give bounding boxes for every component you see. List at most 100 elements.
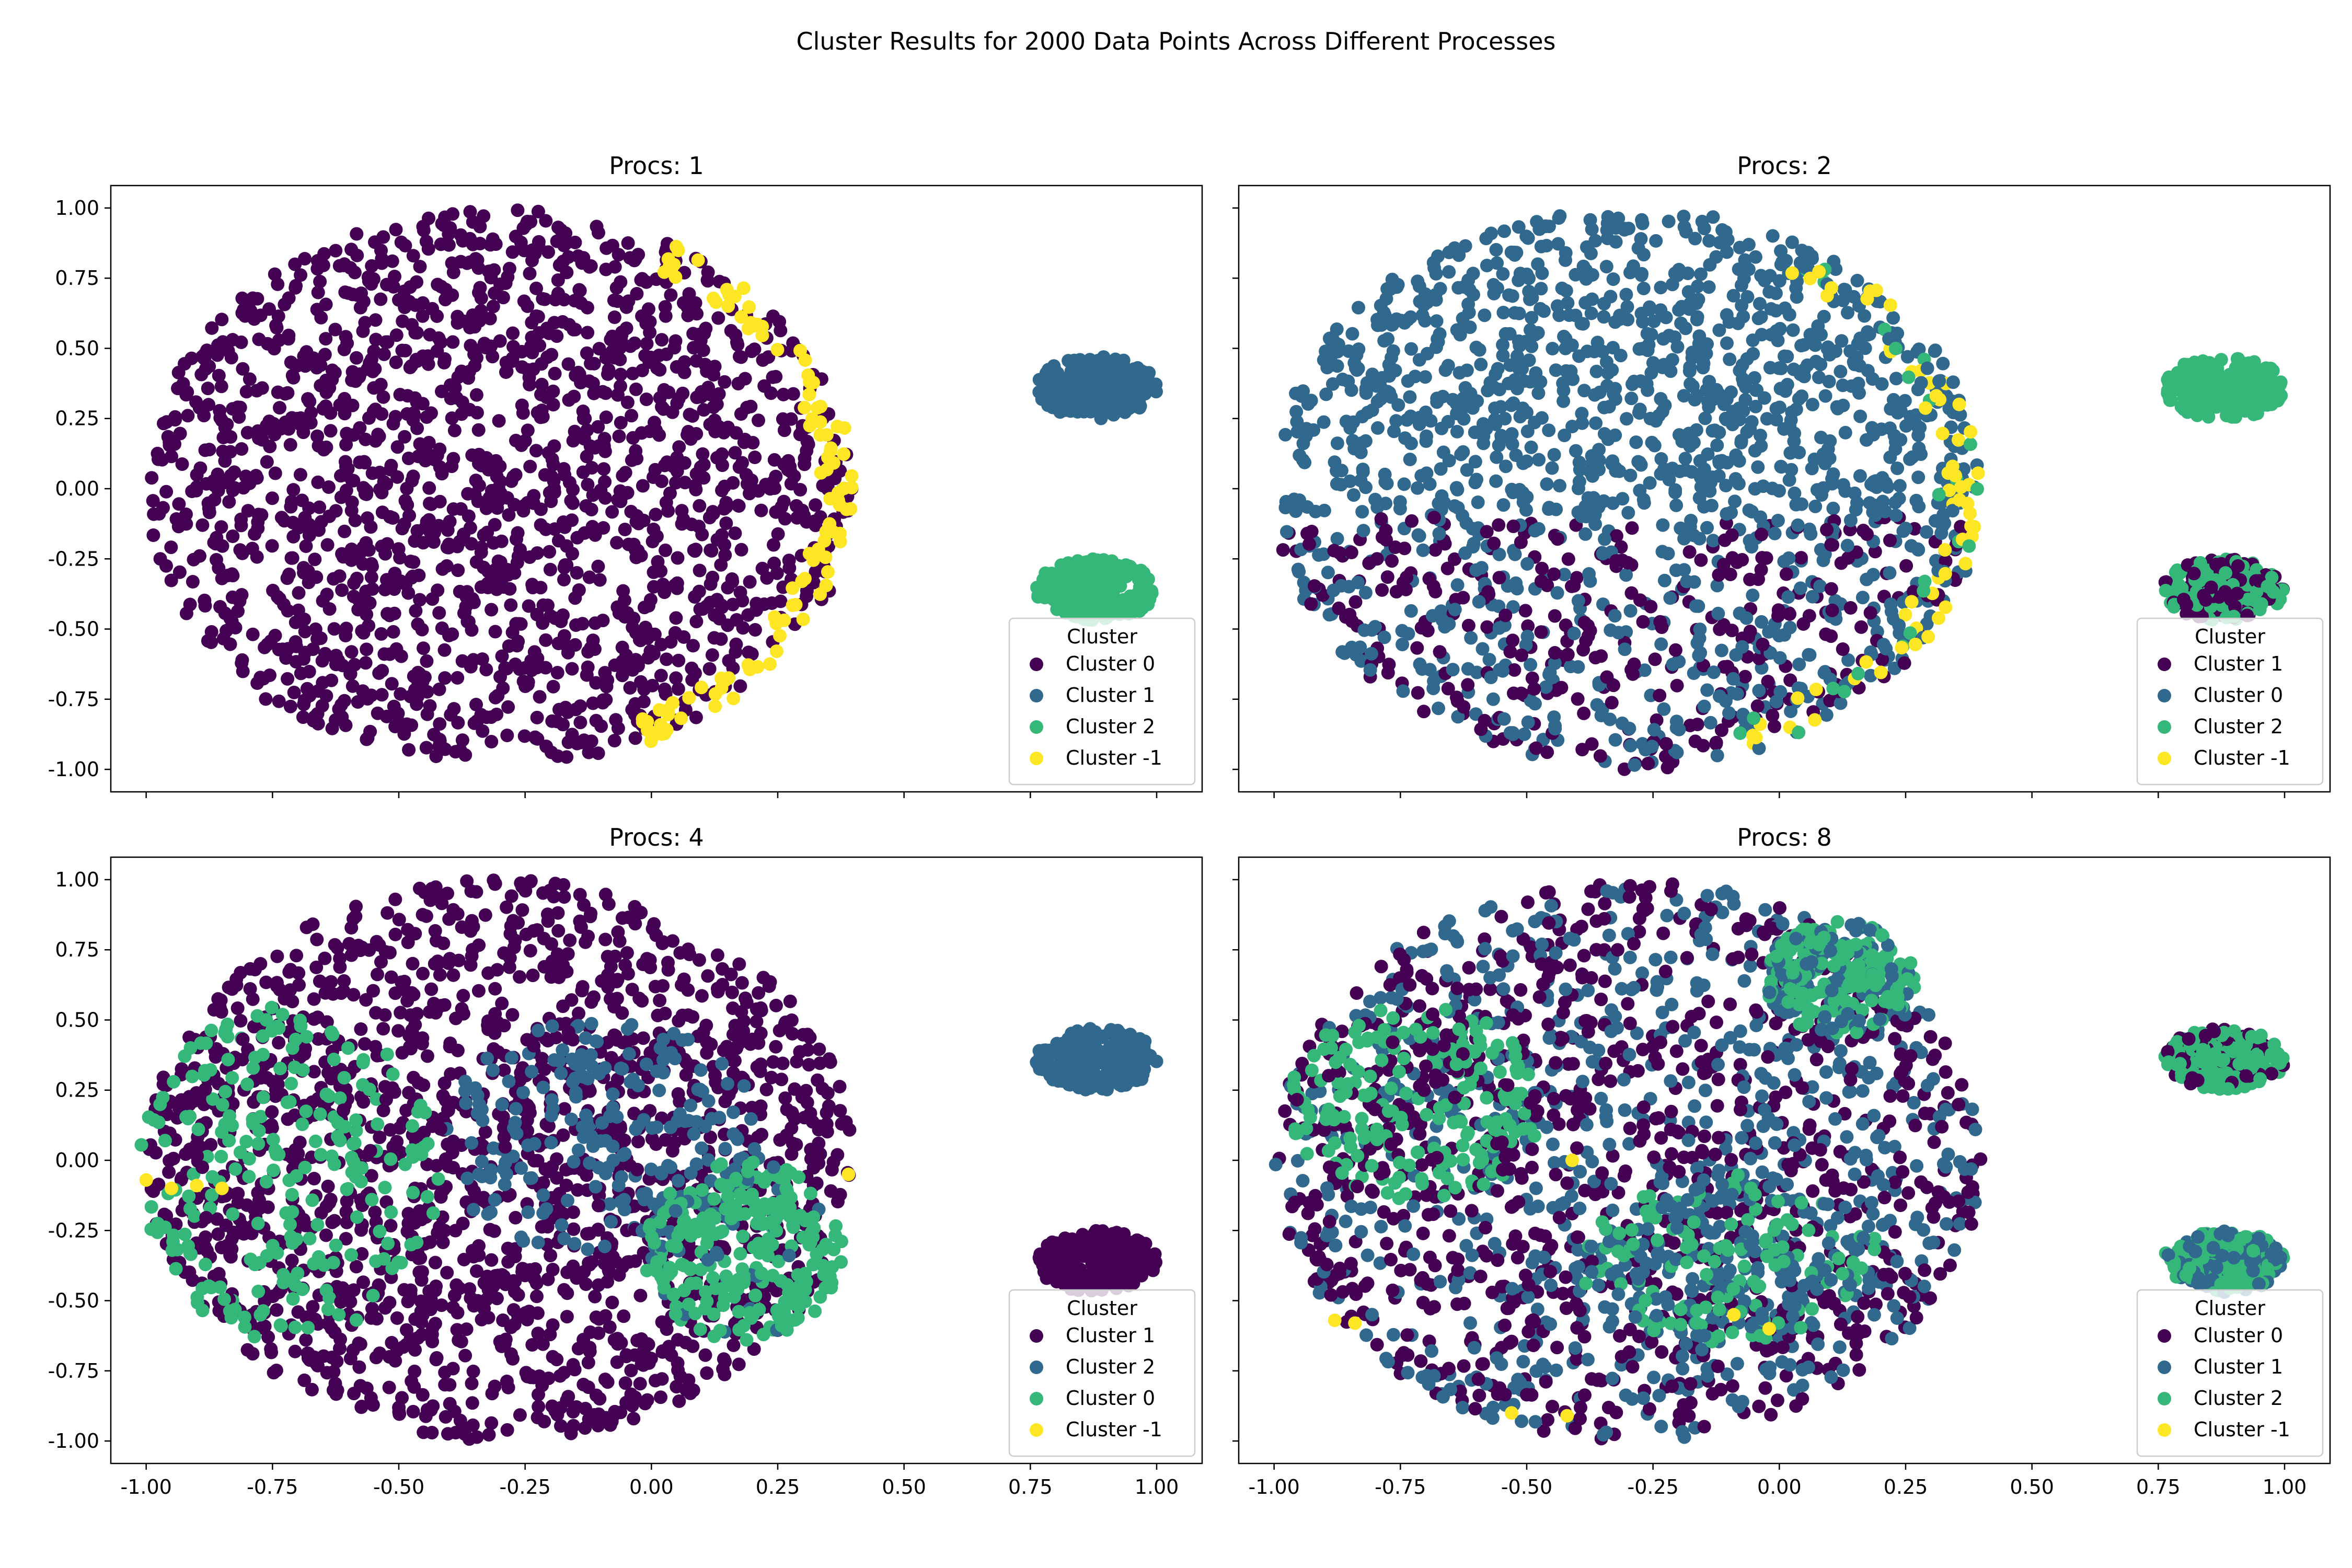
scatter-point [531, 651, 545, 665]
scatter-point [1345, 327, 1359, 341]
scatter-point [1449, 593, 1463, 607]
scatter-point [1742, 630, 1756, 644]
scatter-point [541, 1119, 556, 1133]
scatter-point [180, 385, 194, 399]
scatter-point [417, 641, 430, 655]
scatter-point [1796, 617, 1811, 631]
scatter-point [1735, 640, 1749, 654]
scatter-point [172, 565, 187, 579]
scatter-point [1479, 232, 1493, 246]
scatter-point [674, 711, 688, 725]
scatter-point [1411, 686, 1425, 700]
scatter-point [1413, 410, 1427, 424]
scatter-point [325, 371, 339, 385]
legend-entry: Cluster -1 [1066, 746, 1162, 769]
scatter-point [557, 573, 571, 586]
scatter-point [446, 266, 460, 280]
scatter-point [1338, 646, 1352, 660]
scatter-point [1575, 407, 1589, 421]
scatter-point [367, 381, 381, 395]
scatter-point [1662, 214, 1676, 228]
scatter-point [1474, 358, 1488, 372]
scatter-point [266, 583, 280, 597]
scatter-point [1576, 643, 1590, 657]
scatter-point [1661, 760, 1675, 775]
scatter-point [1368, 492, 1382, 506]
y-tick-label: -0.50 [48, 618, 99, 641]
scatter-point [1448, 499, 1462, 513]
scatter-point [546, 457, 560, 471]
scatter-point [1496, 338, 1510, 352]
scatter-point [1626, 667, 1640, 681]
legend-entry: Cluster 0 [1066, 652, 1155, 675]
scatter-point [435, 562, 449, 576]
scatter-point [523, 267, 537, 281]
scatter-point [1971, 466, 1985, 480]
scatter-point [471, 494, 485, 508]
scatter-point [1935, 519, 1950, 533]
scatter-point [1710, 579, 1724, 593]
scatter-point [1559, 618, 1573, 632]
scatter-point [1688, 734, 1702, 748]
scatter-point [735, 594, 750, 608]
scatter-point [392, 913, 406, 927]
scatter-point [773, 629, 787, 643]
scatter-point [796, 613, 810, 626]
scatter-point [304, 416, 318, 430]
scatter-point [689, 543, 703, 557]
scatter-point [337, 974, 351, 988]
scatter-point [425, 1426, 439, 1439]
scatter-point [741, 321, 755, 336]
scatter-point [2263, 581, 2277, 594]
scatter-point [629, 382, 643, 396]
scatter-point [1746, 333, 1760, 347]
scatter-point [1764, 302, 1778, 316]
scatter-point [1572, 455, 1586, 469]
scatter-point [736, 281, 751, 295]
scatter-point [1478, 713, 1492, 728]
scatter-point [1809, 683, 1823, 696]
scatter-point [1505, 289, 1519, 303]
scatter-point [655, 333, 669, 347]
scatter-point [1672, 262, 1686, 276]
scatter-point [1766, 229, 1780, 243]
scatter-point [833, 1080, 847, 1093]
scatter-point [145, 471, 159, 485]
scatter-point [268, 466, 282, 480]
scatter-point [222, 495, 236, 509]
scatter-point [292, 521, 306, 535]
scatter-point [618, 523, 632, 536]
scatter-point [517, 729, 532, 743]
scatter-point [374, 627, 388, 641]
legend-entry: Cluster 0 [2194, 684, 2283, 707]
scatter-point [403, 361, 417, 374]
scatter-point [558, 520, 572, 534]
scatter-point [1898, 608, 1912, 622]
y-tick-label: 1.00 [55, 197, 99, 220]
scatter-point [1326, 377, 1340, 391]
scatter-point [1715, 223, 1729, 237]
scatter-point [334, 469, 348, 483]
scatter-point [1490, 450, 1504, 464]
scatter-point [388, 986, 402, 1000]
scatter-point [1866, 568, 1880, 582]
scatter-point [2177, 593, 2191, 607]
scatter-point [1432, 527, 1446, 540]
scatter-point [1843, 513, 1858, 527]
scatter-point [474, 304, 488, 318]
scatter-point [1289, 386, 1303, 400]
scatter-point [584, 503, 598, 516]
scatter-point [236, 664, 250, 678]
scatter-point [319, 297, 333, 312]
scatter-point [1512, 273, 1526, 287]
scatter-point [389, 223, 403, 237]
scatter-point [708, 699, 722, 713]
scatter-point [376, 390, 390, 404]
scatter-point [741, 608, 755, 622]
scatter-point [1795, 389, 1809, 403]
scatter-point [636, 1031, 650, 1045]
scatter-point [185, 351, 199, 365]
scatter-point [395, 522, 409, 536]
scatter-point [1890, 462, 1905, 475]
scatter-point [360, 607, 374, 621]
